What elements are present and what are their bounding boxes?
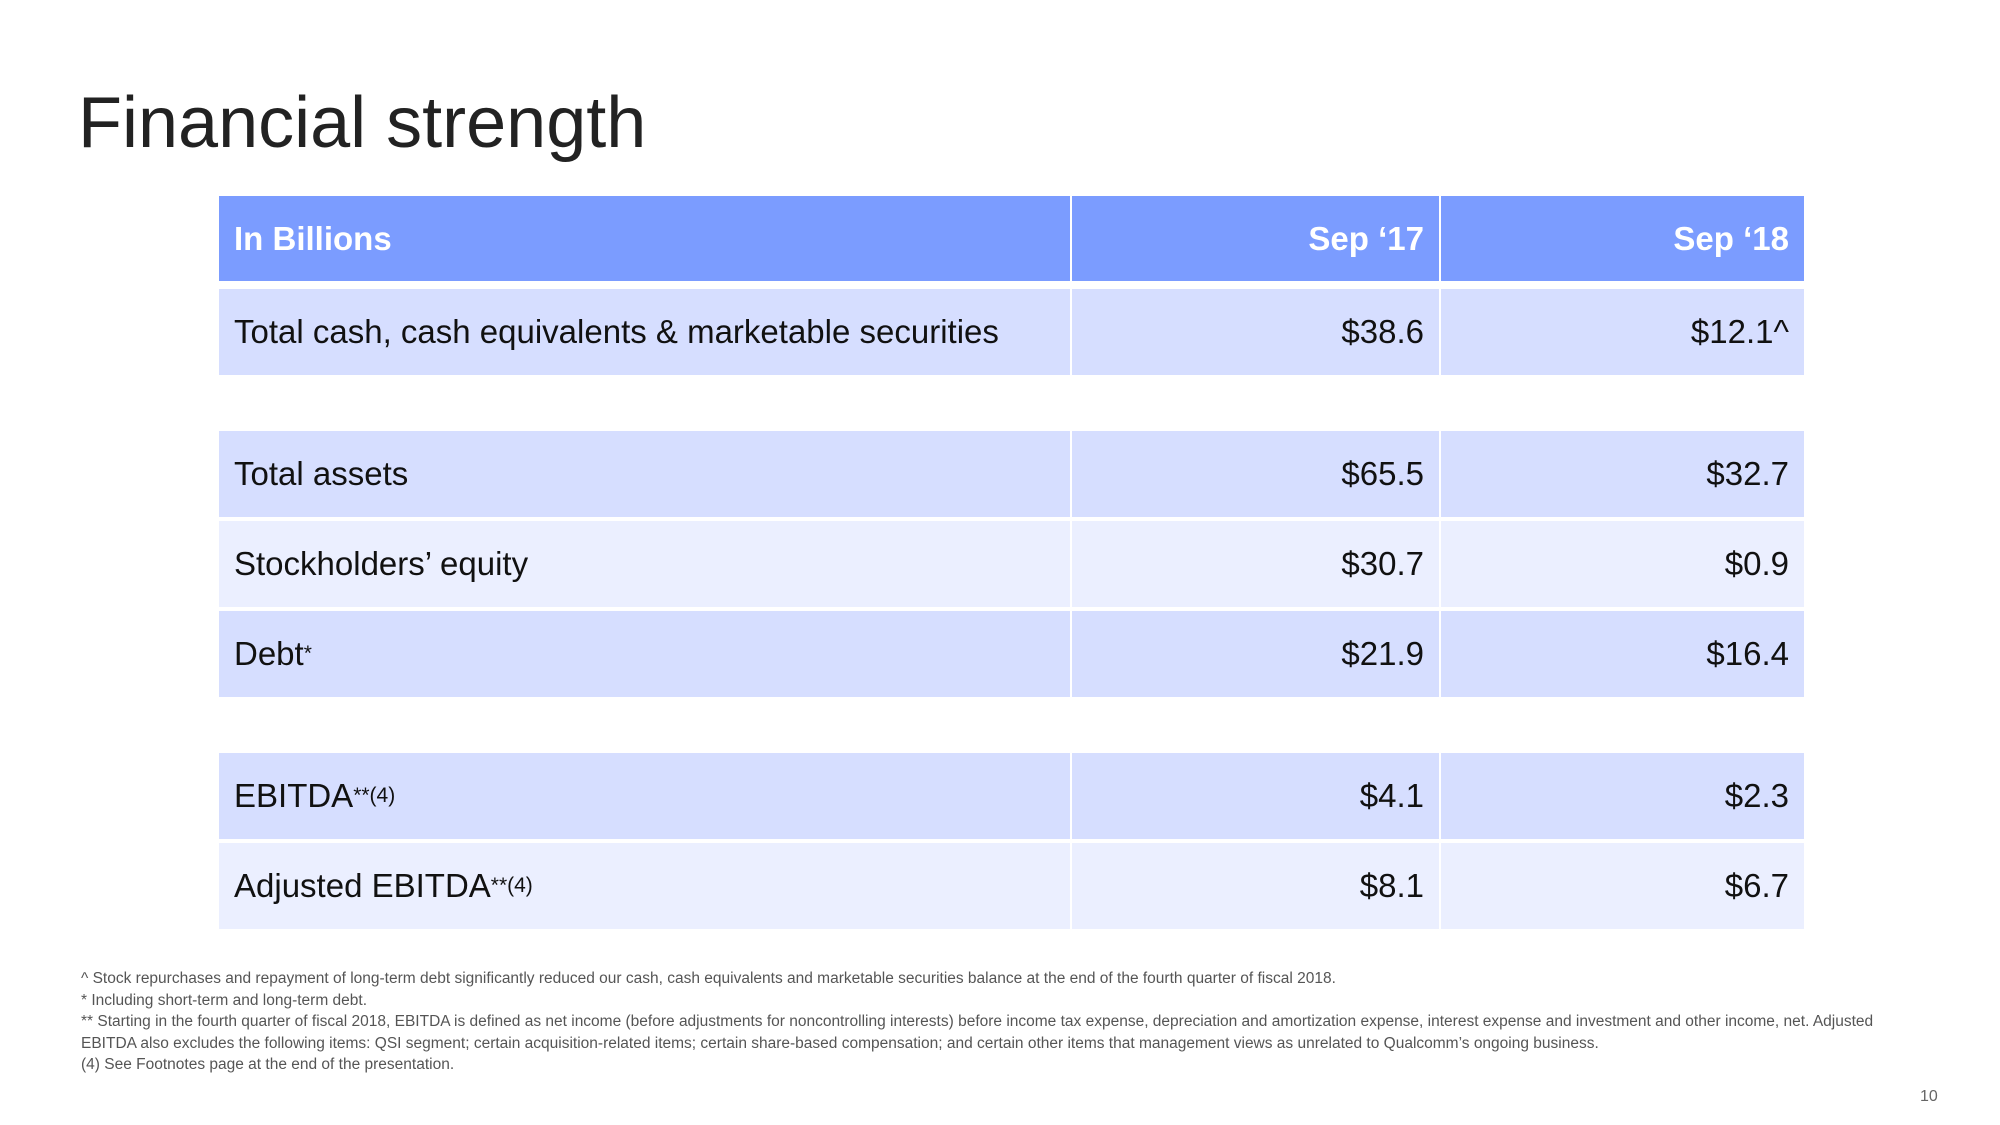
value-cell: $0.9 bbox=[1441, 521, 1804, 607]
header-cell: In Billions bbox=[219, 196, 1070, 281]
header-cell: Sep ‘17 bbox=[1072, 196, 1439, 281]
value-cell: $6.7 bbox=[1441, 843, 1804, 929]
row-label: Debt bbox=[234, 635, 304, 672]
group-gap bbox=[219, 701, 1804, 753]
footnote: (4) See Footnotes page at the end of the… bbox=[81, 1056, 455, 1073]
table-row: EBITDA **(4) $4.1 $2.3 bbox=[219, 753, 1804, 839]
page-number: 10 bbox=[1920, 1088, 1938, 1105]
value-cell: $4.1 bbox=[1072, 753, 1439, 839]
table: In Billions Sep ‘17 Sep ‘18 Total cash, cas… bbox=[219, 196, 1804, 933]
group-gap bbox=[219, 379, 1804, 431]
value-cell: $32.7 bbox=[1441, 431, 1804, 517]
value-cell: $38.6 bbox=[1072, 289, 1439, 375]
header-row: In Billions Sep ‘17 Sep ‘18 bbox=[219, 196, 1804, 281]
table-row: Total cash, cash equivalents & marketabl… bbox=[219, 289, 1804, 375]
row-label: EBITDA bbox=[234, 777, 354, 814]
row-label-cell: Total assets bbox=[219, 431, 1070, 517]
value-cell: $12.1^ bbox=[1441, 289, 1804, 375]
value-cell: $16.4 bbox=[1441, 611, 1804, 697]
footnotes: ^ Stock repurchases and repayment of lon… bbox=[81, 968, 1891, 1076]
table-row: Debt * $21.9 $16.4 bbox=[219, 611, 1804, 697]
footnote: * Including short-term and long-term deb… bbox=[81, 991, 368, 1009]
row-label: Total cash, cash equivalents & marketabl… bbox=[234, 313, 999, 350]
row-label-cell: Total cash, cash equivalents & marketabl… bbox=[219, 289, 1070, 375]
row-label: Total assets bbox=[234, 455, 409, 492]
table-row: Total assets $65.5 $32.7 bbox=[219, 431, 1804, 517]
value-cell: $8.1 bbox=[1072, 843, 1439, 929]
row-label-cell: Stockholders’ equity bbox=[219, 521, 1070, 607]
table-row: Stockholders’ equity $30.7 $0.9 bbox=[219, 521, 1804, 607]
row-label-cell: Debt * bbox=[219, 611, 1070, 697]
value-cell: $30.7 bbox=[1072, 521, 1439, 607]
header-cell: Sep ‘18 bbox=[1441, 196, 1804, 281]
row-label-cell: Adjusted EBITDA **(4) bbox=[219, 843, 1070, 929]
title: Financial strength bbox=[78, 83, 647, 163]
row-label-cell: EBITDA **(4) bbox=[219, 753, 1070, 839]
row-label: Adjusted EBITDA bbox=[234, 867, 491, 904]
row-label: Stockholders’ equity bbox=[234, 545, 529, 582]
table-row: Adjusted EBITDA **(4) $8.1 $6.7 bbox=[219, 843, 1804, 929]
value-cell: $21.9 bbox=[1072, 611, 1439, 697]
footnote: ^ Stock repurchases and repayment of lon… bbox=[81, 970, 1336, 987]
footnote: ** Starting in the fourth quarter of fis… bbox=[81, 1013, 1874, 1052]
value-cell: $2.3 bbox=[1441, 753, 1804, 839]
value-cell: $65.5 bbox=[1072, 431, 1439, 517]
